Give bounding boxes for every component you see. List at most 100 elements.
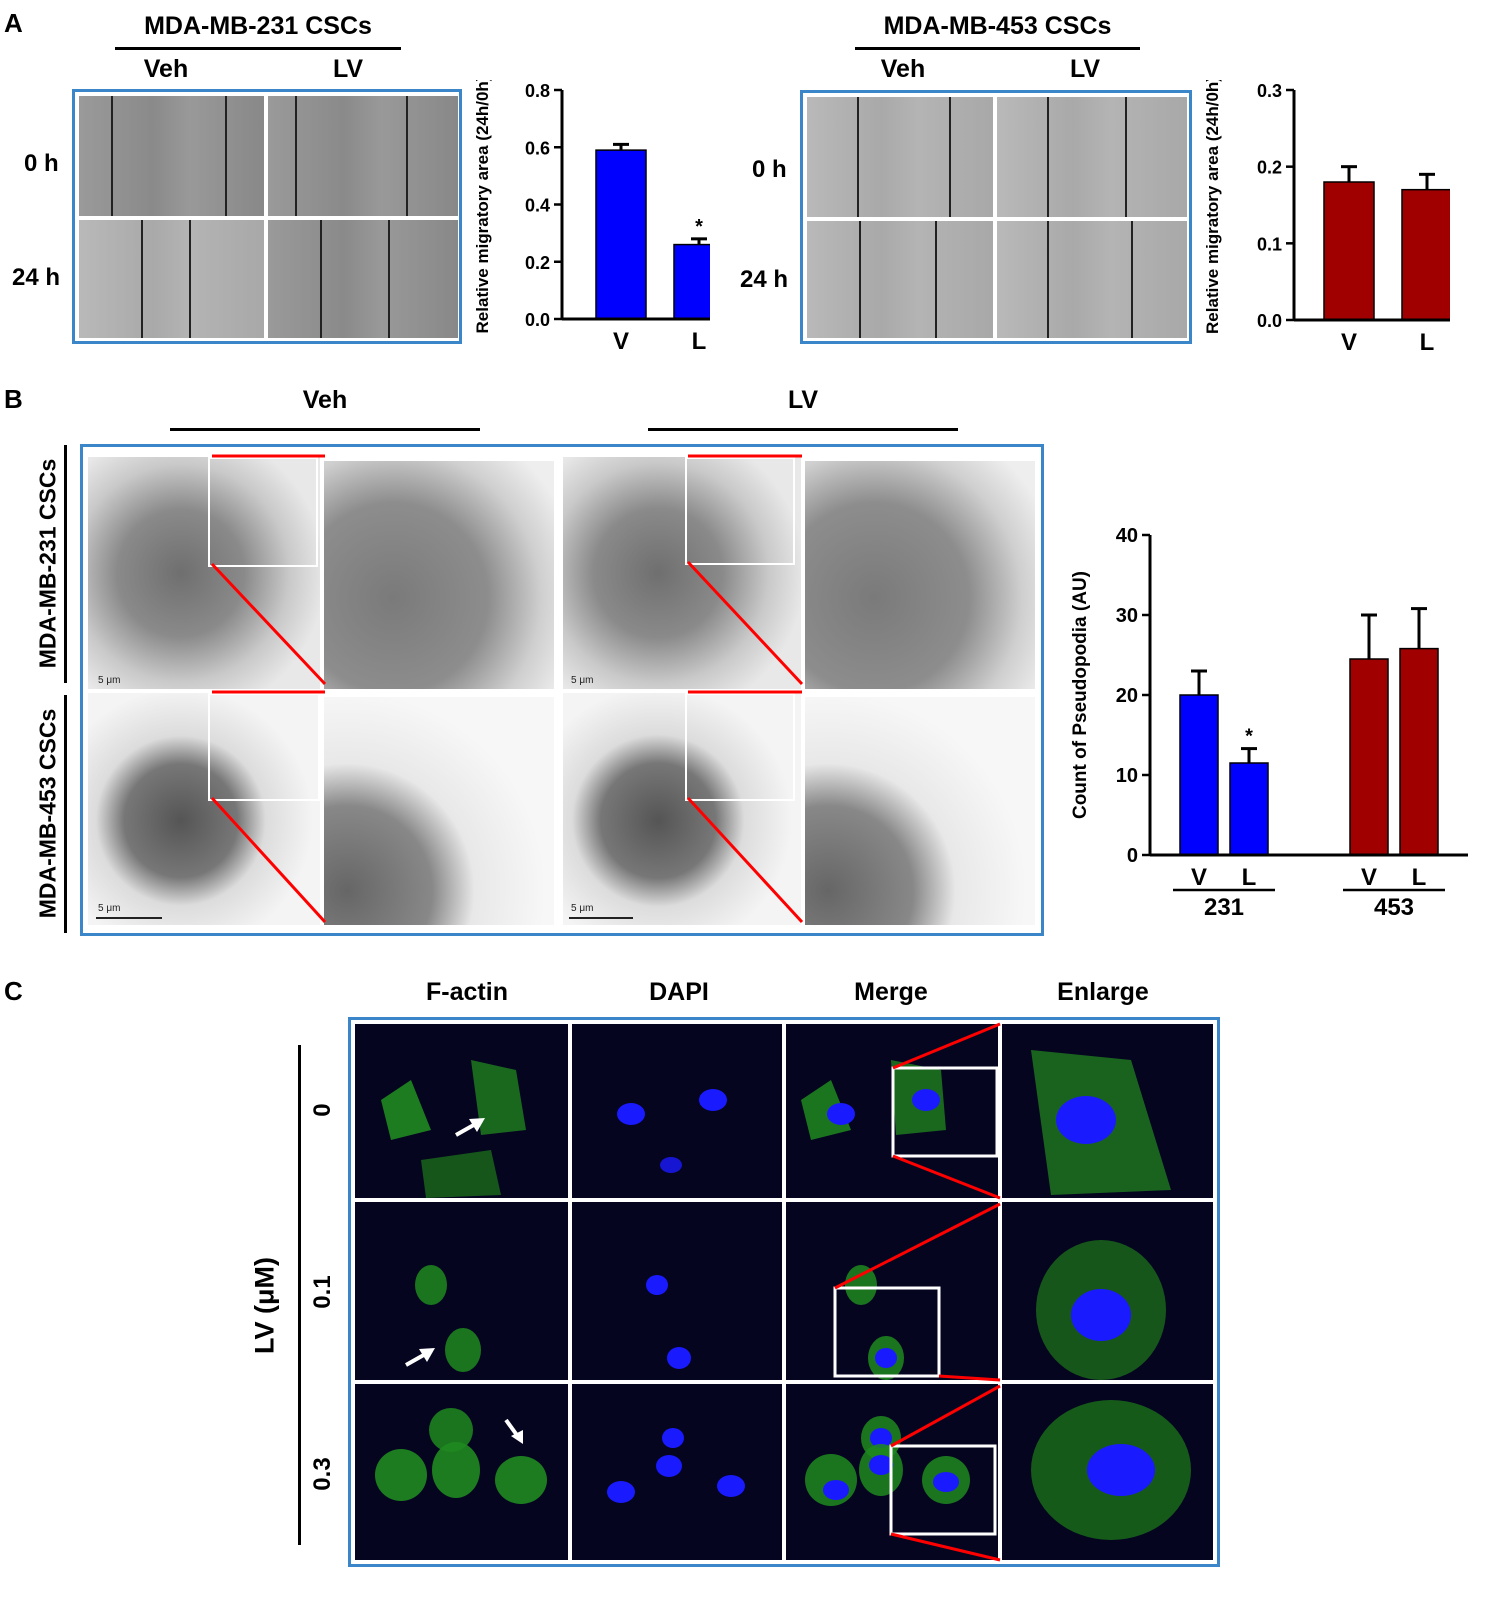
- panel-c-row-0.1: 0.1: [309, 1275, 336, 1309]
- category-label: V: [1361, 864, 1377, 891]
- category-label: L: [1420, 329, 1435, 356]
- micrograph-453-veh-24h: [807, 221, 993, 338]
- panel-b-em-frame: 5 μm 5 μm 5 μm 5 μm: [80, 444, 1044, 936]
- panel-c-row-bracket: [298, 1045, 301, 1545]
- panel-a-453-title-underline: [855, 47, 1140, 50]
- y-axis-label: Count of Pseudopodia (AU): [1070, 571, 1091, 819]
- panel-b-row-453-bracket: [64, 695, 67, 933]
- em-231-veh: 5 μm: [88, 457, 320, 689]
- panel-b-zoom-lines: [210, 454, 804, 924]
- panel-a-453-row-0h: 0 h: [752, 156, 787, 183]
- panel-b-row-453: MDA-MB-453 CSCs: [34, 708, 61, 919]
- y-tick-label: 20: [1116, 685, 1138, 707]
- em-scalebar-label: 5 μm: [571, 675, 594, 686]
- em-453-lv-enlarged: [805, 697, 1035, 925]
- chart-a-453: 0.0 0.1 0.2 0.3 Relative migratory area (24h…: [1203, 80, 1450, 356]
- panel-a-453-col-veh: Veh: [880, 55, 926, 83]
- panel-c-row-0: 0: [309, 1103, 336, 1117]
- micrograph-231-veh-0h: [79, 96, 264, 216]
- bar: [1399, 647, 1439, 856]
- y-tick-label: 0.8: [525, 81, 550, 101]
- bar: [1349, 658, 1389, 856]
- em-231-lv-enlarged: [805, 461, 1035, 689]
- em-scalebar: [96, 917, 162, 919]
- panel-a-453-title: MDA-MB-453 CSCs: [883, 12, 1112, 40]
- panel-b-col-lv-underline: [648, 428, 958, 431]
- bar: [673, 243, 710, 320]
- y-tick-label: 0.6: [525, 138, 550, 158]
- micrograph-453-lv-24h: [997, 221, 1187, 338]
- bar: [595, 149, 647, 320]
- em-453-veh-enlarged: [324, 697, 554, 925]
- panel-letter-c: C: [4, 976, 23, 1006]
- bar: [1179, 694, 1219, 856]
- em-scalebar-label: 5 μm: [98, 903, 121, 914]
- panel-b-col-veh: Veh: [302, 386, 348, 414]
- y-tick-label: 0.2: [525, 253, 550, 273]
- panel-c-col-factin: F-actin: [426, 978, 508, 1006]
- y-tick-label: 0.0: [525, 310, 550, 330]
- significance-marker: *: [695, 216, 703, 238]
- panel-a-231-col-veh: Veh: [143, 55, 189, 83]
- panel-a-231-row-0h: 0 h: [24, 150, 59, 177]
- y-tick-label: 0.1: [1257, 234, 1282, 254]
- category-label: V: [1191, 864, 1207, 891]
- significance-marker: *: [1245, 726, 1253, 748]
- y-tick-label: 30: [1116, 605, 1138, 627]
- em-scalebar-label: 5 μm: [571, 903, 594, 914]
- em-scalebar-label: 5 μm: [98, 675, 121, 686]
- y-axis-label: Relative migratory area (24h/0h): [1203, 80, 1222, 334]
- em-scalebar: [569, 917, 633, 919]
- y-tick-label: 0.2: [1257, 158, 1282, 178]
- panel-a-231-title: MDA-MB-231 CSCs: [144, 12, 372, 40]
- panel-a-231-col-lv: LV: [332, 55, 364, 83]
- group-label: 453: [1374, 894, 1414, 921]
- panel-c-col-enlarge: Enlarge: [1057, 978, 1149, 1006]
- category-label: L: [692, 328, 707, 355]
- panel-b-row-231: MDA-MB-231 CSCs: [34, 458, 61, 669]
- panel-a-453-micrograph-frame: [800, 90, 1192, 344]
- chart-b-pseudopodia: 0 10 20 30 40 Count of Pseudopodia (AU) V * L V L 2…: [1070, 525, 1468, 921]
- panel-c-col-dapi: DAPI: [649, 978, 709, 1006]
- em-231-veh-enlarged: [324, 461, 554, 689]
- panel-letter-a: A: [4, 8, 23, 38]
- panel-c-fluorescence-frame: [348, 1017, 1220, 1567]
- panel-a-231-title-underline: [115, 47, 401, 50]
- em-231-lv: 5 μm: [563, 457, 801, 689]
- panel-a-453-row-24h: 24 h: [740, 266, 789, 293]
- panel-a-231-row-24h: 24 h: [12, 264, 61, 291]
- bar: [1401, 188, 1450, 321]
- micrograph-453-veh-0h: [807, 97, 993, 217]
- panel-letter-b: B: [4, 384, 23, 414]
- panel-c-fluorescence-grid: [351, 1020, 1217, 1564]
- category-label: V: [613, 328, 629, 355]
- micrograph-231-lv-24h: [268, 220, 458, 338]
- panel-b-row-231-bracket: [64, 445, 67, 683]
- group-label: 231: [1204, 894, 1244, 921]
- bar: [1229, 762, 1269, 856]
- y-tick-label: 0.4: [525, 196, 550, 216]
- panel-c-row-axis-label: LV (μM): [249, 1257, 280, 1354]
- em-453-veh: 5 μm: [88, 693, 320, 925]
- y-tick-label: 10: [1116, 765, 1138, 787]
- panel-b-col-lv: LV: [787, 386, 819, 414]
- panel-a-453-col-lv: LV: [1069, 55, 1101, 83]
- y-tick-label: 0.0: [1257, 311, 1282, 331]
- chart-a-231: 0.0 0.2 0.4 0.6 0.8 Relative migratory area (…: [473, 80, 710, 355]
- y-tick-label: 40: [1116, 525, 1138, 547]
- em-453-lv: 5 μm: [563, 693, 801, 925]
- micrograph-231-veh-24h: [79, 220, 264, 338]
- micrograph-453-lv-0h: [997, 97, 1187, 217]
- bar: [1323, 181, 1375, 321]
- category-label: L: [1242, 864, 1257, 891]
- category-label: L: [1412, 864, 1427, 891]
- category-label: V: [1341, 329, 1357, 356]
- y-tick-label: 0: [1127, 845, 1138, 867]
- micrograph-231-lv-0h: [268, 96, 458, 216]
- panel-b-col-veh-underline: [170, 428, 480, 431]
- y-axis-label: Relative migratory area (24h/0h): [473, 80, 492, 333]
- panel-c-col-merge: Merge: [854, 978, 928, 1006]
- panel-a-231-micrograph-frame: [72, 89, 462, 344]
- panel-c-row-0.3: 0.3: [309, 1457, 336, 1491]
- y-tick-label: 0.3: [1257, 81, 1282, 101]
